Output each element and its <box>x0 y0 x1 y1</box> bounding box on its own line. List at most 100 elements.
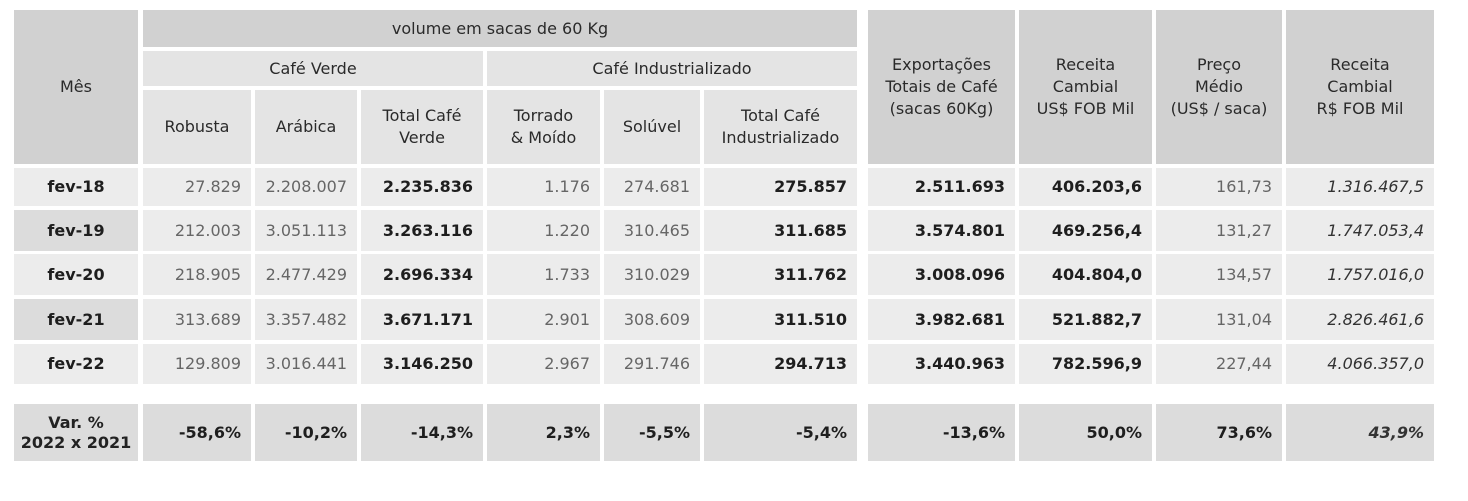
cell-receita-usd: 521.882,7 <box>1019 299 1152 340</box>
cell-exportacoes: 3.008.096 <box>868 254 1015 295</box>
header-exportacoes: Exportações Totais de Café (sacas 60Kg) <box>868 10 1015 164</box>
var-total-industrializado: -5,4% <box>704 404 857 461</box>
cell-exportacoes: 2.511.693 <box>868 168 1015 206</box>
header-preco-line1: Preço <box>1196 55 1242 74</box>
var-label: Var. % 2022 x 2021 <box>14 404 138 461</box>
cell-arabica: 3.357.482 <box>255 299 357 340</box>
header-robusta-label: Robusta <box>164 117 230 136</box>
var-preco: 73,6% <box>1156 404 1282 461</box>
header-receita-usd-line3: US$ FOB Mil <box>1036 99 1135 118</box>
cell-receita-usd: 469.256,4 <box>1019 210 1152 251</box>
var-receita-brl: 43,9% <box>1286 404 1434 461</box>
cell-total-verde: 3.263.116 <box>361 210 483 251</box>
header-receita-usd: Receita Cambial US$ FOB Mil <box>1019 10 1152 164</box>
cell-robusta: 129.809 <box>143 344 251 384</box>
var-total-verde: -14,3% <box>361 404 483 461</box>
cell-mes: fev-20 <box>14 254 138 295</box>
header-robusta: Robusta <box>143 90 251 164</box>
cell-total-verde: 2.696.334 <box>361 254 483 295</box>
header-total-verde-line1: Total Café <box>382 106 462 125</box>
header-total-verde: Total Café Verde <box>361 90 483 164</box>
cell-total-verde: 2.235.836 <box>361 168 483 206</box>
header-exportacoes-line1: Exportações <box>892 55 991 74</box>
cell-receita-usd: 782.596,9 <box>1019 344 1152 384</box>
header-mes-label: Mês <box>60 77 92 96</box>
header-cafe-industrializado-label: Café Industrializado <box>592 58 752 78</box>
header-soluvel: Solúvel <box>604 90 700 164</box>
cell-torrado: 1.176 <box>487 168 600 206</box>
cell-receita-usd: 404.804,0 <box>1019 254 1152 295</box>
header-receita-brl-line2: Cambial <box>1327 77 1393 96</box>
cell-receita-brl: 1.747.053,4 <box>1286 210 1434 251</box>
cell-total-ind: 311.685 <box>704 210 857 251</box>
cell-preco: 161,73 <box>1156 168 1282 206</box>
cell-total-ind: 311.762 <box>704 254 857 295</box>
var-exportacoes: -13,6% <box>868 404 1015 461</box>
cell-mes: fev-19 <box>14 210 138 251</box>
header-total-verde-line2: Verde <box>399 128 445 147</box>
header-total-ind-line1: Total Café <box>741 106 820 125</box>
header-receita-brl-line1: Receita <box>1330 55 1390 74</box>
cell-exportacoes: 3.982.681 <box>868 299 1015 340</box>
header-total-ind-line2: Industrializado <box>721 128 840 147</box>
var-label-line1: Var. % <box>48 412 104 432</box>
cell-exportacoes: 3.440.963 <box>868 344 1015 384</box>
header-receita-brl-line3: R$ FOB Mil <box>1316 99 1404 118</box>
cell-total-verde: 3.671.171 <box>361 299 483 340</box>
cell-total-ind: 275.857 <box>704 168 857 206</box>
header-volume: volume em sacas de 60 Kg <box>143 10 857 47</box>
cell-robusta: 27.829 <box>143 168 251 206</box>
header-preco-medio: Preço Médio (US$ / saca) <box>1156 10 1282 164</box>
header-cafe-verde-label: Café Verde <box>269 58 357 78</box>
cell-receita-brl: 4.066.357,0 <box>1286 344 1434 384</box>
header-total-industrializado: Total Café Industrializado <box>704 90 857 164</box>
var-arabica: -10,2% <box>255 404 357 461</box>
cell-arabica: 3.051.113 <box>255 210 357 251</box>
cell-mes: fev-18 <box>14 168 138 206</box>
cell-robusta: 313.689 <box>143 299 251 340</box>
header-mes: Mês <box>14 10 138 164</box>
var-torrado: 2,3% <box>487 404 600 461</box>
cell-arabica: 2.477.429 <box>255 254 357 295</box>
header-soluvel-label: Solúvel <box>622 117 682 136</box>
var-soluvel: -5,5% <box>604 404 700 461</box>
header-receita-usd-line1: Receita <box>1055 55 1116 74</box>
cell-soluvel: 291.746 <box>604 344 700 384</box>
header-receita-brl: Receita Cambial R$ FOB Mil <box>1286 10 1434 164</box>
var-robusta: -58,6% <box>143 404 251 461</box>
cell-robusta: 218.905 <box>143 254 251 295</box>
cell-total-ind: 311.510 <box>704 299 857 340</box>
cell-receita-brl: 1.757.016,0 <box>1286 254 1434 295</box>
cell-mes: fev-22 <box>14 344 138 384</box>
header-arabica-label: Arábica <box>275 117 337 136</box>
cell-soluvel: 310.029 <box>604 254 700 295</box>
cell-torrado: 1.220 <box>487 210 600 251</box>
header-torrado-line1: Torrado <box>513 106 574 125</box>
header-exportacoes-line3: (sacas 60Kg) <box>889 99 994 118</box>
cell-preco: 131,27 <box>1156 210 1282 251</box>
header-volume-label: volume em sacas de 60 Kg <box>391 18 609 38</box>
header-receita-usd-line2: Cambial <box>1052 77 1119 96</box>
header-preco-line3: (US$ / saca) <box>1170 99 1268 118</box>
cell-exportacoes: 3.574.801 <box>868 210 1015 251</box>
cell-soluvel: 308.609 <box>604 299 700 340</box>
cell-arabica: 3.016.441 <box>255 344 357 384</box>
var-receita-usd: 50,0% <box>1019 404 1152 461</box>
cell-soluvel: 310.465 <box>604 210 700 251</box>
cell-total-ind: 294.713 <box>704 344 857 384</box>
header-exportacoes-line2: Totais de Café <box>885 77 998 96</box>
header-torrado: Torrado & Moído <box>487 90 600 164</box>
cell-torrado: 1.733 <box>487 254 600 295</box>
header-cafe-industrializado: Café Industrializado <box>487 51 857 86</box>
cell-receita-usd: 406.203,6 <box>1019 168 1152 206</box>
cell-preco: 134,57 <box>1156 254 1282 295</box>
header-arabica: Arábica <box>255 90 357 164</box>
cell-robusta: 212.003 <box>143 210 251 251</box>
cell-total-verde: 3.146.250 <box>361 344 483 384</box>
cell-torrado: 2.967 <box>487 344 600 384</box>
cell-arabica: 2.208.007 <box>255 168 357 206</box>
cell-receita-brl: 1.316.467,5 <box>1286 168 1434 206</box>
header-cafe-verde: Café Verde <box>143 51 483 86</box>
header-preco-line2: Médio <box>1194 77 1244 96</box>
cell-preco: 131,04 <box>1156 299 1282 340</box>
